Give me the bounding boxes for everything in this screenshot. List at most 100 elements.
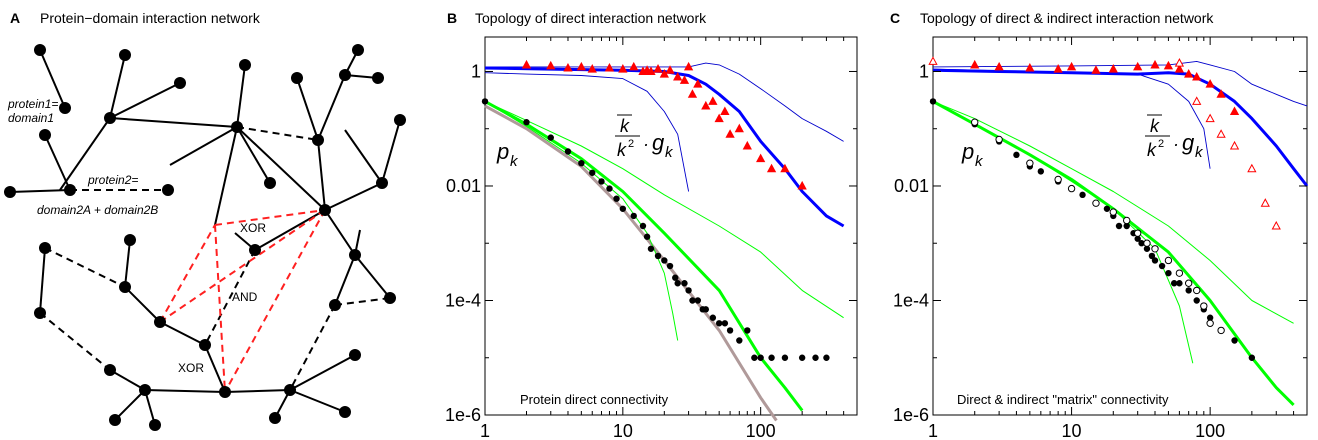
chart-b-point-1-29 xyxy=(797,180,807,190)
chart-c-xtick-label-2: 100 xyxy=(1195,421,1225,440)
chart-b-point-0-21 xyxy=(689,297,696,304)
network-edges-dashed xyxy=(39,126,391,391)
chart-b-point-0-19 xyxy=(681,280,688,287)
chart-c-point-2-7 xyxy=(1133,61,1143,71)
chart-c-point-1-1 xyxy=(995,135,1003,144)
chart-c-point-2-9 xyxy=(1163,60,1174,70)
chart-b-point-1-10 xyxy=(646,66,656,75)
chart-c-xtick-label-1: 10 xyxy=(1062,421,1082,440)
pk-symbol-b: p xyxy=(496,139,509,164)
chart-c-point-3-2 xyxy=(1192,96,1202,105)
chart-c-point-0-8 xyxy=(1079,191,1086,199)
chart-c-point-1-9 xyxy=(1143,239,1151,247)
chart-c-point-3-3 xyxy=(1205,113,1215,123)
chart-b-point-0-31 xyxy=(751,354,758,361)
plot-area-c xyxy=(928,56,1309,406)
panel-a-title: Protein−domain interaction network xyxy=(40,10,261,26)
chart-c-point-2-5 xyxy=(1091,65,1101,74)
chart-b-point-0-35 xyxy=(798,354,806,361)
chart-c-point-2-12 xyxy=(1192,71,1202,81)
chart-c-point-2-15 xyxy=(1229,106,1240,115)
panel-b: B Topology of direct interaction network… xyxy=(445,10,858,440)
chart-b-point-0-27 xyxy=(721,320,729,327)
label-domain2: domain2A + domain2B xyxy=(37,203,158,217)
axis-ticks-b: 1 10 100 1 0.01 1e-4 1e-6 xyxy=(445,37,858,440)
chart-c-ytick-label-0: 1 xyxy=(919,61,929,81)
panel-b-title: Topology of direct interaction network xyxy=(475,10,707,26)
chart-b-point-1-1 xyxy=(546,60,556,70)
chart-b-point-0-22 xyxy=(694,297,702,304)
chart-b-point-0-14 xyxy=(654,252,662,260)
chart-c-point-0-21 xyxy=(1165,269,1172,277)
pk-symbol-c: p xyxy=(961,139,974,164)
plot-frame-b xyxy=(484,36,858,416)
chart-b-point-0-12 xyxy=(643,233,651,240)
chart-c-point-3-5 xyxy=(1229,140,1240,150)
chart-b-point-1-13 xyxy=(665,65,675,74)
pk-subscript-b: k xyxy=(510,153,519,170)
chart-c-point-0-24 xyxy=(1185,287,1192,294)
chart-b-point-1-25 xyxy=(742,140,752,150)
chart-b-xtick-label-1: 10 xyxy=(613,421,633,440)
chart-b-point-1-23 xyxy=(725,129,735,138)
chart-b-point-0-16 xyxy=(666,262,674,270)
chart-c-point-1-2 xyxy=(1026,159,1034,167)
chart-b-point-0-28 xyxy=(726,327,734,334)
chart-c-point-1-3 xyxy=(1054,175,1062,184)
chart-b-point-0-18 xyxy=(674,280,681,287)
chart-b-point-0-30 xyxy=(744,327,751,334)
chart-c-point-0-12 xyxy=(1115,222,1123,230)
chart-b-point-0-0 xyxy=(481,98,489,105)
chart-c-point-0-13 xyxy=(1123,222,1130,230)
chart-b-ytick-label-1: 0.01 xyxy=(446,176,481,196)
chart-c-point-0-5 xyxy=(1037,168,1045,175)
chart-c-series-line-8 xyxy=(932,100,1294,324)
chart-b-point-0-1 xyxy=(523,119,530,126)
chart-b-series-line-6 xyxy=(484,104,778,422)
axis-ticks-c: 1 10 100 1 0.01 1e-4 1e-6 xyxy=(893,37,1308,440)
chart-c-point-3-6 xyxy=(1247,163,1257,173)
chart-b-xtick-label-2: 100 xyxy=(746,421,776,440)
chart-b-point-1-28 xyxy=(780,163,790,173)
chart-c-point-3-0 xyxy=(928,56,938,65)
gk-frac-sup-c: 2 xyxy=(1158,138,1164,150)
chart-b-point-0-7 xyxy=(606,185,613,192)
chart-c-ytick-label-1: 0.01 xyxy=(894,176,929,196)
chart-b-point-0-17 xyxy=(672,274,679,281)
gk-frac-num-b: k xyxy=(620,116,630,136)
chart-c-point-0-19 xyxy=(1151,257,1159,264)
panel-c-title: Topology of direct & indirect interactio… xyxy=(920,10,1214,26)
chart-c-point-0-27 xyxy=(1206,314,1214,321)
chart-c-series-line-5 xyxy=(932,60,1308,107)
chart-c-point-2-0 xyxy=(970,59,980,69)
chart-b-point-0-25 xyxy=(709,314,717,321)
gk-dot-b: · xyxy=(643,134,649,154)
chart-c-point-0-18 xyxy=(1148,252,1156,260)
chart-b-point-0-34 xyxy=(781,354,789,361)
chart-b-point-1-2 xyxy=(563,62,573,72)
chart-b-point-0-2 xyxy=(547,134,554,141)
chart-c-point-1-12 xyxy=(1175,269,1184,277)
chart-c-point-1-16 xyxy=(1206,319,1214,327)
gk-dot-c: · xyxy=(1173,134,1179,154)
gk-subscript-c: k xyxy=(1195,144,1204,161)
chart-b-point-1-4 xyxy=(587,64,597,73)
chart-b-point-0-37 xyxy=(823,354,830,361)
chart-b-point-0-15 xyxy=(661,257,668,264)
chart-b-point-1-3 xyxy=(576,61,586,71)
chart-b-ytick-label-3: 1e-6 xyxy=(445,405,481,425)
chart-b-point-1-0 xyxy=(521,59,532,69)
chart-b-ytick-label-2: 1e-4 xyxy=(445,290,481,310)
chart-b-point-0-20 xyxy=(685,287,692,294)
chart-c-point-1-4 xyxy=(1067,184,1076,193)
gk-label-b: k k 2 · g k xyxy=(615,114,674,161)
chart-b-point-1-16 xyxy=(683,61,694,71)
chart-b-point-1-19 xyxy=(701,100,711,110)
annotation-c: Direct & indirect "matrix" connectivity xyxy=(957,392,1169,407)
chart-c-point-1-8 xyxy=(1133,229,1142,237)
label-and: AND xyxy=(232,290,258,304)
panel-a-letter: A xyxy=(10,10,20,26)
chart-c-point-2-14 xyxy=(1216,89,1226,98)
chart-b-point-1-5 xyxy=(604,62,615,72)
gk-symbol-c: g xyxy=(1182,130,1195,155)
